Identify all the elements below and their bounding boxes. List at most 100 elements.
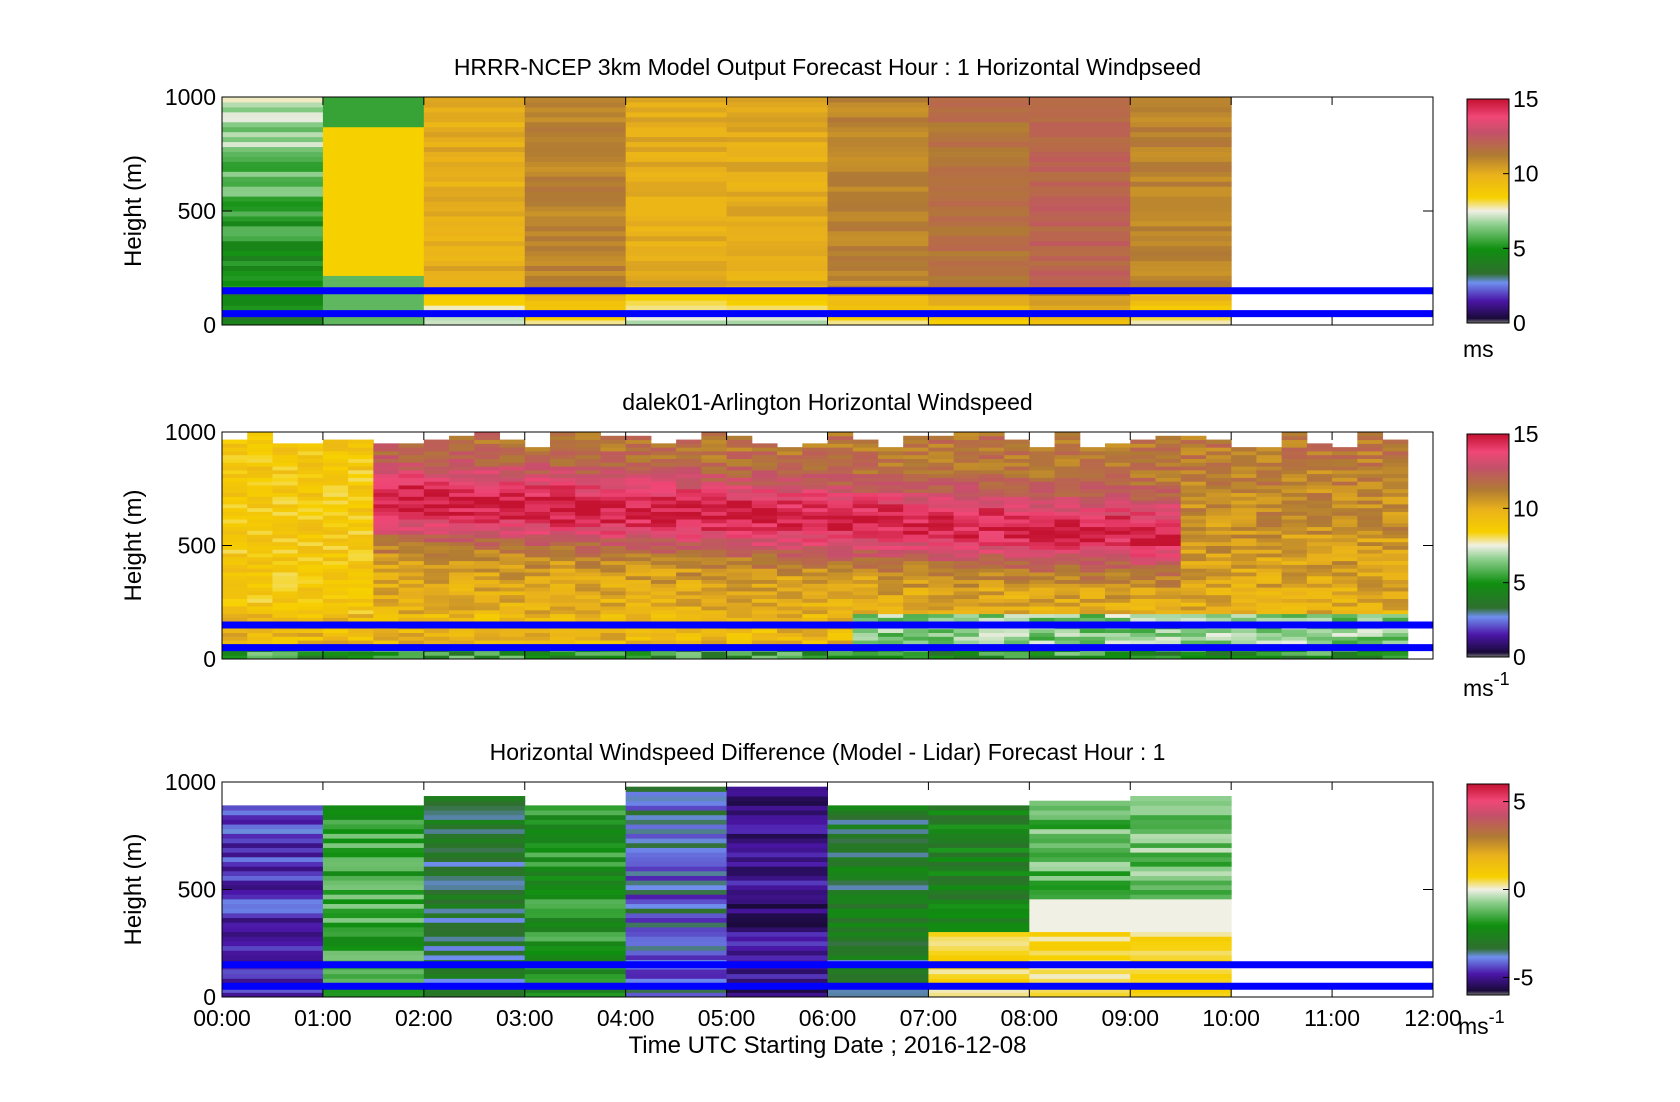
heatmap-cell xyxy=(676,469,702,475)
heatmap-cell xyxy=(297,541,324,546)
heatmap-cell xyxy=(1029,889,1131,895)
heatmap-cell xyxy=(1231,560,1257,565)
heatmap-cell xyxy=(650,469,677,475)
heatmap-cell xyxy=(827,602,854,607)
heatmap-cell xyxy=(777,549,803,554)
heatmap-cell xyxy=(423,492,450,497)
heatmap-cell xyxy=(373,636,400,641)
heatmap-cell xyxy=(549,602,576,607)
heatmap-cell xyxy=(827,230,929,237)
heatmap-cell xyxy=(625,553,652,558)
heatmap-cell xyxy=(524,870,627,876)
heatmap-cell xyxy=(549,609,576,615)
heatmap-cell xyxy=(222,564,248,569)
heatmap-cell xyxy=(322,534,349,539)
heatmap-cell xyxy=(423,903,526,909)
heatmap-cell xyxy=(978,511,1005,516)
heatmap-cell xyxy=(398,458,425,463)
heatmap-cell xyxy=(978,632,1005,637)
heatmap-cell xyxy=(549,450,576,456)
heatmap-cell xyxy=(373,488,400,494)
heatmap-cell xyxy=(549,447,576,452)
heatmap-cell xyxy=(322,950,425,956)
heatmap-cell xyxy=(1205,549,1232,554)
heatmap-cell xyxy=(1130,230,1232,237)
heatmap-cell xyxy=(1256,602,1283,607)
heatmap-cell xyxy=(751,477,778,482)
heatmap-cell xyxy=(297,469,324,475)
heatmap-cell xyxy=(423,454,450,459)
heatmap-cell xyxy=(676,496,702,501)
heatmap-cell xyxy=(1029,640,1056,645)
heatmap-cell xyxy=(1382,450,1409,456)
heatmap-cell xyxy=(1382,530,1409,535)
heatmap-cell xyxy=(1004,602,1030,607)
heatmap-cell xyxy=(827,828,929,834)
heatmap-cell xyxy=(1332,564,1358,569)
heatmap-cell xyxy=(549,507,576,512)
heatmap-cell xyxy=(726,917,828,923)
heatmap-cell xyxy=(1079,606,1106,611)
heatmap-cell xyxy=(827,628,854,634)
heatmap-cell xyxy=(928,950,1030,956)
heatmap-cell xyxy=(423,469,450,475)
heatmap-cell xyxy=(827,503,854,509)
heatmap-cell xyxy=(1357,640,1384,645)
heatmap-cell xyxy=(1256,579,1283,584)
heatmap-cell xyxy=(322,166,425,172)
heatmap-cell xyxy=(625,496,652,501)
heatmap-cell xyxy=(827,875,929,881)
heatmap-cell xyxy=(449,579,475,584)
heatmap-cell xyxy=(524,270,627,276)
heatmap-cell xyxy=(1004,450,1030,456)
heatmap-cell xyxy=(398,500,425,505)
heatmap-cell xyxy=(953,473,980,478)
heatmap-cell xyxy=(499,583,526,588)
heatmap-cell xyxy=(222,225,324,232)
heatmap-cell xyxy=(297,519,324,524)
heatmap-cell xyxy=(1306,632,1333,637)
heatmap-cell xyxy=(676,530,702,535)
heatmap-cell xyxy=(272,606,299,611)
heatmap-cell xyxy=(802,526,828,531)
heatmap-cell xyxy=(1029,515,1056,520)
heatmap-cell xyxy=(777,466,803,471)
heatmap-cell xyxy=(423,568,450,573)
heatmap-cell xyxy=(575,602,601,607)
heatmap-cell xyxy=(1079,617,1106,622)
heatmap-cell xyxy=(297,534,324,539)
heatmap-cell xyxy=(549,598,576,603)
heatmap-cell xyxy=(625,856,728,862)
heatmap-cell xyxy=(423,870,526,876)
heatmap-cell xyxy=(222,166,324,172)
heatmap-cell xyxy=(474,606,501,611)
heatmap-cell xyxy=(852,617,879,622)
heatmap-cell xyxy=(575,575,601,581)
heatmap-cell xyxy=(625,880,728,886)
heatmap-cell xyxy=(1004,534,1030,539)
heatmap-cell xyxy=(600,511,627,516)
heatmap-cell xyxy=(423,632,450,637)
heatmap-cell xyxy=(222,651,248,656)
heatmap-cell xyxy=(928,131,1030,138)
heatmap-cell xyxy=(1306,496,1333,501)
heatmap-cell xyxy=(1105,583,1131,588)
heatmap-cell xyxy=(398,640,425,645)
heatmap-cell xyxy=(827,598,854,603)
heatmap-cell xyxy=(903,454,929,459)
heatmap-cell xyxy=(449,469,475,475)
heatmap-cell xyxy=(676,447,702,452)
heatmap-cell xyxy=(1382,488,1409,494)
heatmap-cell xyxy=(222,940,324,947)
heatmap-cell xyxy=(222,511,248,516)
heatmap-cell xyxy=(1231,515,1257,520)
heatmap-cell xyxy=(827,908,929,914)
heatmap-cell xyxy=(802,443,828,448)
heatmap-cell xyxy=(1029,315,1131,321)
heatmap-cell xyxy=(1332,477,1358,482)
heatmap-cell xyxy=(322,590,349,596)
heatmap-cell xyxy=(1332,556,1358,562)
heatmap-cell xyxy=(499,579,526,584)
heatmap-cell xyxy=(625,628,652,634)
heatmap-cell xyxy=(222,805,324,811)
